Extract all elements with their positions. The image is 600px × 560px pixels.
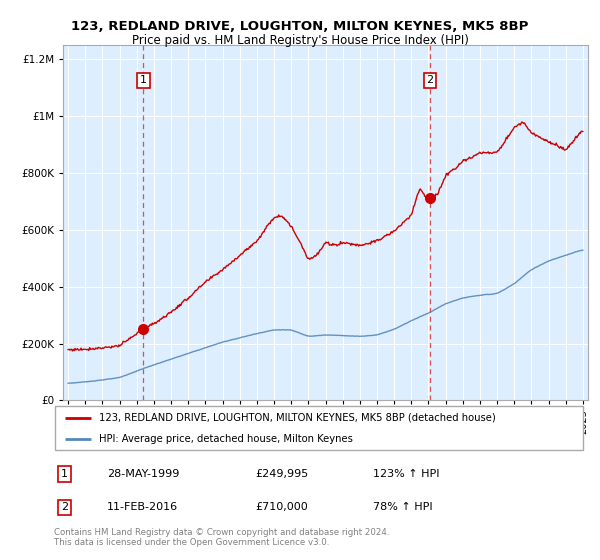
Text: £249,995: £249,995 <box>256 469 309 479</box>
Text: 78% ↑ HPI: 78% ↑ HPI <box>373 502 432 512</box>
Text: 1: 1 <box>140 76 147 85</box>
Text: 123% ↑ HPI: 123% ↑ HPI <box>373 469 439 479</box>
Text: 1: 1 <box>61 469 68 479</box>
Text: £710,000: £710,000 <box>256 502 308 512</box>
Text: 2: 2 <box>61 502 68 512</box>
Text: 11-FEB-2016: 11-FEB-2016 <box>107 502 178 512</box>
Text: HPI: Average price, detached house, Milton Keynes: HPI: Average price, detached house, Milt… <box>99 434 353 444</box>
Text: Contains HM Land Registry data © Crown copyright and database right 2024.
This d: Contains HM Land Registry data © Crown c… <box>54 528 389 547</box>
Text: 2: 2 <box>427 76 434 85</box>
Text: 28-MAY-1999: 28-MAY-1999 <box>107 469 179 479</box>
Text: 123, REDLAND DRIVE, LOUGHTON, MILTON KEYNES, MK5 8BP: 123, REDLAND DRIVE, LOUGHTON, MILTON KEY… <box>71 20 529 32</box>
FancyBboxPatch shape <box>55 406 583 450</box>
Text: Price paid vs. HM Land Registry's House Price Index (HPI): Price paid vs. HM Land Registry's House … <box>131 34 469 46</box>
Text: 123, REDLAND DRIVE, LOUGHTON, MILTON KEYNES, MK5 8BP (detached house): 123, REDLAND DRIVE, LOUGHTON, MILTON KEY… <box>99 413 496 423</box>
